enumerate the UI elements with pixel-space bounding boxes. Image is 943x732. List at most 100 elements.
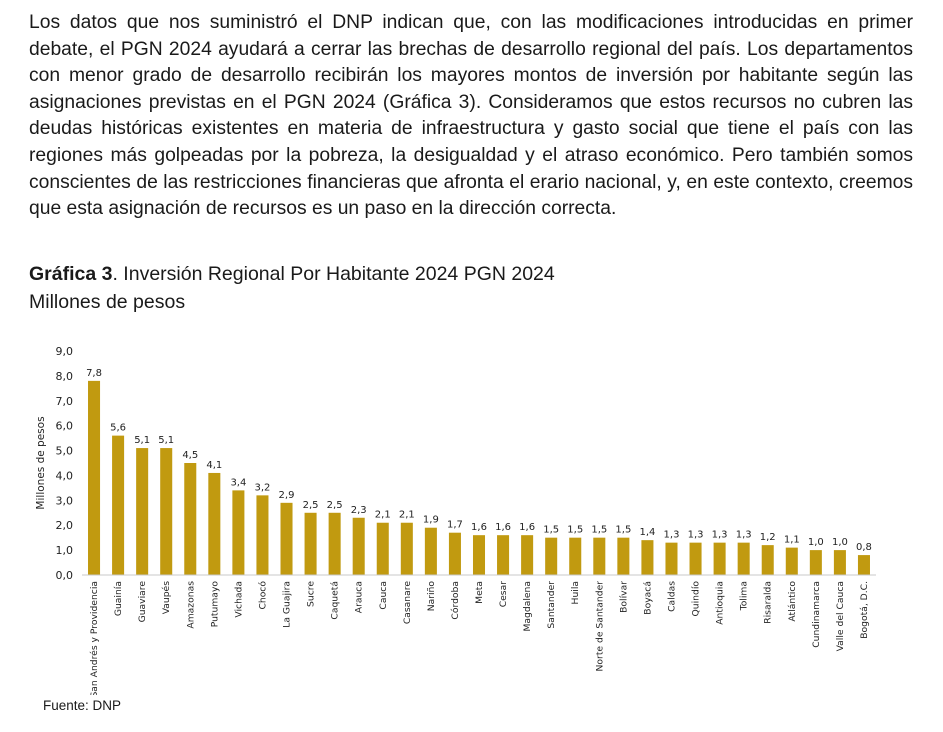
data-label: 1,4 [639, 527, 655, 538]
bar [136, 448, 149, 575]
category-label: Vichada [233, 581, 244, 618]
bar [328, 512, 341, 575]
category-label: Cesar [498, 581, 509, 607]
category-label: Quindío [691, 581, 702, 617]
category-label: Bolívar [618, 581, 629, 613]
bar [569, 537, 582, 575]
bar [376, 522, 389, 575]
bar [521, 535, 534, 575]
category-label: Chocó [257, 581, 268, 610]
figure-source: Fuente: DNP [43, 698, 122, 713]
bar [88, 380, 101, 575]
data-label: 1,2 [760, 532, 776, 543]
data-label: 1,3 [688, 530, 704, 541]
data-label: 1,1 [784, 535, 800, 546]
category-label: Cauca [378, 581, 389, 610]
bar [232, 490, 245, 575]
bar [400, 522, 413, 575]
data-label: 1,5 [591, 525, 607, 536]
bar [593, 537, 606, 575]
bar [545, 537, 558, 575]
figure-title: Gráfica 3. Inversión Regional Por Habita… [29, 262, 555, 286]
category-label: Nariño [426, 581, 437, 612]
category-label: Antioquia [715, 581, 726, 625]
bar [352, 517, 365, 575]
bar [472, 535, 486, 575]
y-tick-label: 1,0 [56, 544, 74, 557]
y-tick-label: 5,0 [56, 445, 74, 458]
category-label: Risaralda [763, 581, 774, 624]
bar [112, 435, 125, 575]
category-label: Casanare [402, 581, 413, 624]
category-label: Córdoba [450, 581, 461, 620]
y-tick-label: 2,0 [56, 519, 74, 532]
data-label: 1,5 [567, 525, 583, 536]
data-label: 2,1 [399, 510, 415, 521]
data-label: 1,0 [832, 537, 848, 548]
category-label: Caldas [666, 581, 677, 612]
category-label: Putumayo [209, 581, 220, 628]
bar [256, 495, 269, 575]
figure-subtitle: Millones de pesos [29, 291, 186, 313]
y-tick-label: 9,0 [56, 345, 74, 358]
bar [448, 532, 461, 575]
category-label: Caquetá [330, 581, 341, 620]
category-label: Tolima [739, 581, 750, 611]
data-label: 4,5 [182, 450, 198, 461]
category-label: Guaviare [137, 581, 148, 623]
category-label: Sucre [306, 581, 317, 607]
category-label: San Andrés y Providencia [89, 581, 100, 695]
category-label: Meta [474, 581, 485, 604]
data-label: 1,6 [519, 522, 535, 533]
figure-label: Gráfica 3 [29, 263, 113, 285]
category-label: Cundinamarca [811, 581, 822, 648]
bar [689, 542, 702, 575]
bar [857, 555, 870, 575]
bar-chart: 0,0 1,0 2,0 3,0 4,0 5,0 6,0 7,0 8,0 9,0 Millones d… [35, 345, 876, 695]
data-label: 2,5 [327, 500, 343, 511]
data-label: 1,9 [423, 515, 439, 526]
y-tick-label: 4,0 [56, 469, 74, 482]
bar [761, 545, 774, 575]
category-label: Valle del Cauca [835, 581, 846, 651]
category-label: Boyacá [642, 581, 653, 615]
y-axis-label: Millones de pesos [35, 416, 47, 509]
data-label: 1,5 [615, 525, 631, 536]
data-label: 1,6 [495, 522, 511, 533]
category-label: Bogotá, D.C. [859, 581, 870, 639]
category-label: Norte de Santander [594, 581, 605, 672]
bar [280, 502, 293, 575]
bar [208, 472, 221, 575]
bar [424, 527, 437, 575]
data-label: 1,7 [447, 520, 463, 531]
data-label: 3,2 [255, 482, 271, 493]
category-label: Amazonas [185, 581, 196, 629]
category-label: Guainía [113, 581, 124, 616]
data-label: 2,5 [303, 500, 319, 511]
bar [617, 537, 630, 575]
category-label: Magdalena [522, 581, 533, 632]
data-label: 1,6 [471, 522, 487, 533]
data-label: 1,3 [664, 530, 680, 541]
data-label: 0,8 [856, 542, 872, 553]
bar [737, 542, 750, 575]
bar [641, 540, 654, 575]
data-label: 4,1 [206, 460, 222, 471]
category-label: Huila [570, 581, 581, 604]
y-tick-label: 7,0 [56, 395, 74, 408]
data-label: 1,0 [808, 537, 824, 548]
category-label: Vaupés [161, 581, 172, 615]
y-tick-label: 8,0 [56, 370, 74, 383]
intro-paragraph: Los datos que nos suministró el DNP indi… [29, 12, 913, 220]
bar [713, 542, 726, 575]
bar [665, 542, 678, 575]
category-label: La Guajira [282, 581, 293, 628]
data-label: 2,3 [351, 505, 367, 516]
bar [785, 547, 798, 575]
y-tick-label: 3,0 [56, 494, 74, 507]
bar [184, 463, 197, 575]
data-label: 3,4 [230, 477, 246, 488]
data-label: 5,1 [134, 435, 150, 446]
data-label: 5,1 [158, 435, 174, 446]
bar [304, 512, 317, 575]
